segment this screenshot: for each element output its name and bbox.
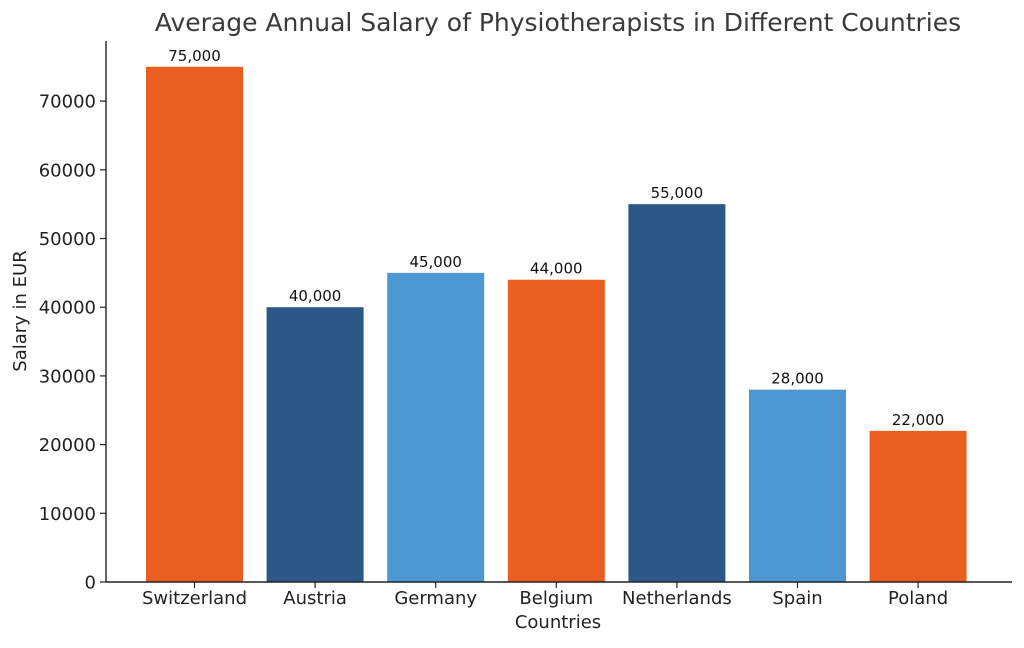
x-tick-label-poland: Poland	[888, 588, 948, 609]
x-tick-label-switzerland: Switzerland	[142, 588, 247, 609]
bars	[146, 66, 967, 582]
data-label-germany: 45,000	[409, 253, 462, 271]
data-label-belgium: 44,000	[530, 260, 583, 278]
y-tick-label: 20000	[39, 435, 96, 456]
bar-netherlands	[628, 204, 726, 582]
y-tick-label: 40000	[39, 298, 96, 319]
data-label-poland: 22,000	[892, 411, 945, 429]
bar-germany	[387, 272, 485, 582]
x-axis-ticks: Switzerland Austria Germany Belgium Netherla…	[142, 582, 948, 609]
y-tick-label: 60000	[39, 160, 96, 181]
data-label-switzerland: 75,000	[168, 47, 221, 65]
y-tick-label: 50000	[39, 229, 96, 250]
bar-austria	[266, 307, 364, 582]
x-tick-label-germany: Germany	[394, 588, 477, 609]
x-tick-label-spain: Spain	[772, 588, 822, 609]
x-tick-label-netherlands: Netherlands	[622, 588, 732, 609]
x-tick-label-belgium: Belgium	[519, 588, 593, 609]
bar-switzerland	[146, 66, 243, 582]
data-label-austria: 40,000	[289, 287, 342, 305]
bar-belgium	[507, 279, 605, 582]
data-label-netherlands: 55,000	[651, 184, 704, 202]
y-tick-label: 70000	[39, 92, 96, 113]
y-tick-label: 0	[85, 573, 96, 594]
y-tick-label: 30000	[39, 366, 96, 387]
y-axis-label: Salary in EUR	[10, 250, 31, 371]
data-labels: 75,000 40,000 45,000 44,000 55,000 28,000 22,0…	[168, 47, 944, 429]
data-label-spain: 28,000	[771, 370, 824, 388]
bar-poland	[869, 430, 967, 582]
chart-title: Average Annual Salary of Physiotherapist…	[155, 8, 961, 37]
x-tick-label-austria: Austria	[283, 588, 347, 609]
bar-spain	[749, 389, 846, 582]
y-tick-label: 10000	[39, 504, 96, 525]
y-axis-ticks: 0 10000 20000 30000 40000 50000 60000 70000	[39, 92, 106, 594]
x-axis-label: Countries	[515, 612, 601, 633]
